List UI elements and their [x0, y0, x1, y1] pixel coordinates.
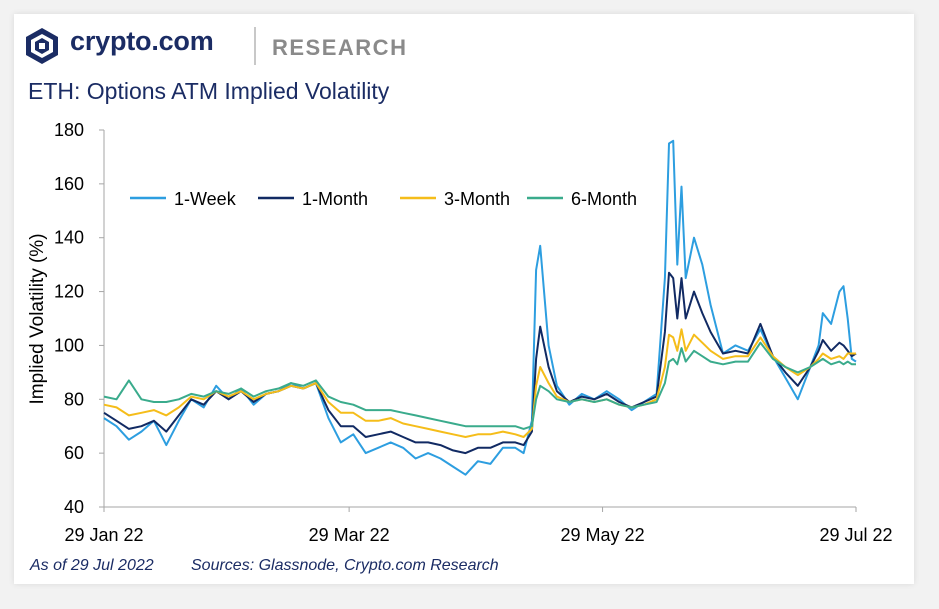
y-tick-label: 100 [54, 335, 84, 355]
y-tick-label: 160 [54, 174, 84, 194]
y-tick-label: 120 [54, 282, 84, 302]
y-tick-label: 140 [54, 228, 84, 248]
crypto-com-logo-icon [26, 28, 58, 64]
y-tick-label: 180 [54, 120, 84, 140]
x-tick-label: 29 Jan 22 [64, 525, 143, 545]
legend-label-3-month: 3-Month [444, 189, 510, 209]
series-line-3-month [103, 328, 856, 438]
legend-label-6-month: 6-Month [571, 189, 637, 209]
y-tick-label: 40 [64, 497, 84, 517]
series-line-1-month [103, 271, 857, 455]
x-tick-label: 29 May 22 [561, 525, 645, 545]
x-tick-label: 29 Jul 22 [819, 525, 892, 545]
as-of-date: As of 29 Jul 2022 [30, 557, 154, 574]
brand-name: crypto.com [70, 26, 214, 56]
series-line-1-week [103, 139, 857, 476]
y-tick-label: 80 [64, 389, 84, 409]
chart-card [14, 14, 914, 584]
legend-label-1-week: 1-Week [174, 189, 237, 209]
chart-title: ETH: Options ATM Implied Volatility [28, 78, 390, 104]
brand-divider [254, 27, 256, 65]
y-axis-label: Implied Volatility (%) [27, 233, 48, 404]
brand-section-label: RESEARCH [272, 35, 408, 60]
legend-label-1-month: 1-Month [302, 189, 368, 209]
x-tick-label: 29 Mar 22 [309, 525, 390, 545]
data-sources: Sources: Glassnode, Crypto.com Research [191, 557, 499, 574]
y-tick-label: 60 [64, 443, 84, 463]
series-line-6-month [103, 341, 856, 430]
